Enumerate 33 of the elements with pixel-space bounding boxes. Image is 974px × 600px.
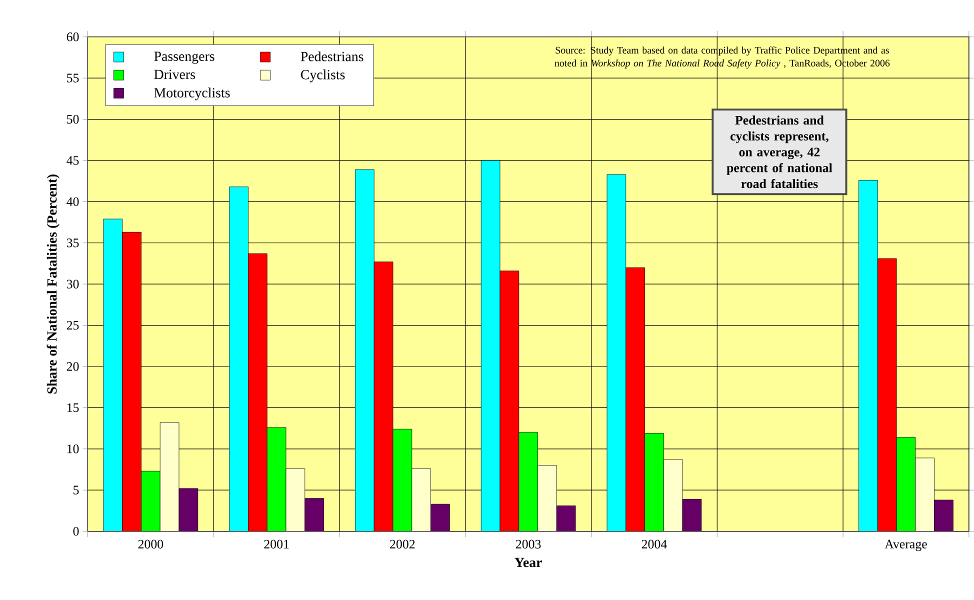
- y-tick-label: 50: [67, 114, 79, 124]
- y-tick-label: 5: [74, 486, 79, 494]
- y-tick-label: 35: [66, 238, 79, 248]
- y-tick-label: 40: [66, 197, 79, 206]
- y-tick-label: 45: [66, 156, 79, 165]
- x-tick-label: 2004: [642, 540, 667, 548]
- y-tick-label: 30: [66, 280, 79, 288]
- bar: [304, 498, 324, 532]
- annotation: Pedestrians and cyclists represent, on average, 42 percent of national road fatalities: [726, 116, 832, 188]
- y-tick-label: 20: [66, 362, 79, 371]
- x-tick-label: 2001: [264, 540, 289, 548]
- x-tick-label: Average: [884, 540, 927, 552]
- x-tick-label: 2003: [516, 540, 541, 548]
- y-tick-label: 15: [67, 403, 79, 412]
- y-tick-label: 10: [67, 444, 79, 454]
- bar: [682, 498, 702, 532]
- legend-label: Passengers: [154, 52, 214, 64]
- y-tick-label: 25: [66, 320, 79, 330]
- legend-label: Drivers: [154, 70, 195, 80]
- legend-label: Cyclists: [300, 70, 345, 82]
- bar: [934, 500, 954, 532]
- x-axis-title: Year: [514, 558, 542, 568]
- y-tick-label: 60: [66, 32, 79, 42]
- y-tick-label: 55: [67, 74, 79, 82]
- x-tick-label: 2002: [390, 540, 415, 548]
- y-tick-label: 0: [73, 526, 79, 536]
- x-tick-label: 2000: [138, 540, 164, 548]
- y-axis-title: Share of National Fatalities (Percent): [46, 174, 60, 394]
- legend-label: Pedestrians: [300, 51, 364, 62]
- bar: [556, 506, 576, 532]
- bar: [178, 488, 198, 532]
- legend-label: Motorcyclists: [154, 88, 230, 100]
- bar: [430, 504, 450, 532]
